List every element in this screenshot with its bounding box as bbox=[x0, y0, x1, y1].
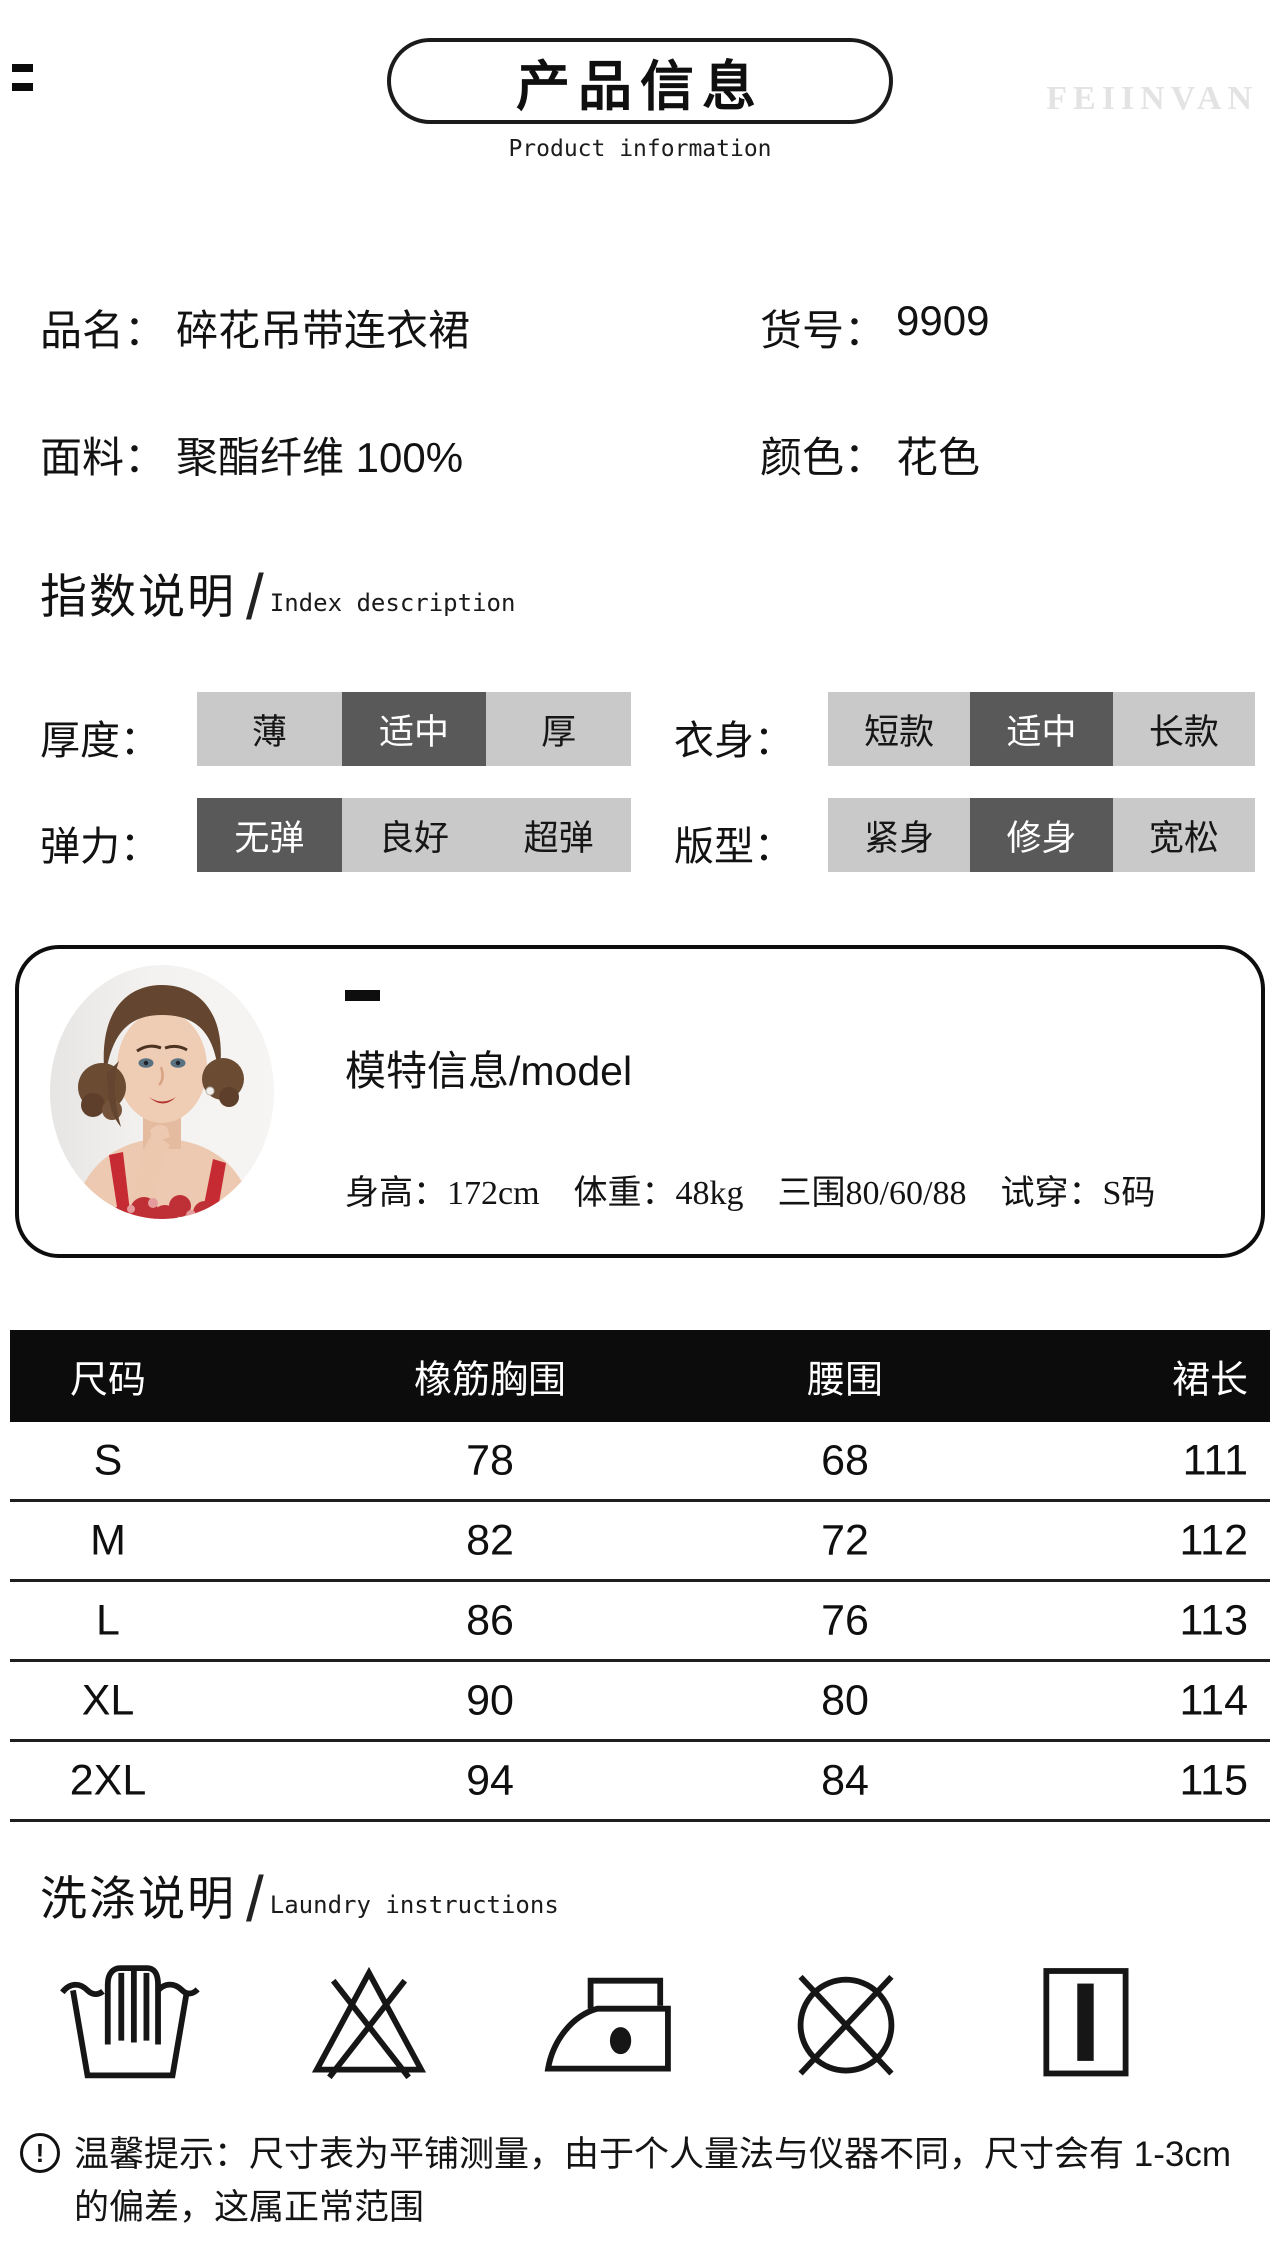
cell-size: M bbox=[90, 1516, 126, 1564]
menu-bar bbox=[12, 64, 33, 72]
index-label-fit: 版型： bbox=[674, 825, 794, 869]
laundry-icons bbox=[55, 1942, 1160, 2087]
section-title-index: 指数说明 / Index description bbox=[40, 561, 516, 633]
slash-divider: / bbox=[246, 1863, 264, 1935]
model-weight: 体重：48kg bbox=[573, 1175, 744, 1212]
field-value: 9909 bbox=[896, 297, 990, 344]
model-measurements: 三围80/60/88 bbox=[777, 1175, 967, 1212]
table-row: S 78 68 111 bbox=[10, 1422, 1270, 1502]
model-info-box: 模特信息/model 身高：172cm 体重：48kg 三围80/60/88 试… bbox=[15, 945, 1265, 1258]
size-note: ! 温馨提示：尺寸表为平铺测量，由于个人量法与仪器不同，尺寸会有 1-3cm 的… bbox=[20, 2128, 1265, 2234]
cell-waist: 72 bbox=[821, 1516, 869, 1564]
cell-waist: 68 bbox=[821, 1436, 869, 1484]
field-product-name: 品名： 碎花吊带连衣裙 bbox=[40, 297, 470, 358]
slash-divider: / bbox=[246, 561, 264, 633]
index-label-garment-length: 衣身： bbox=[674, 719, 794, 763]
index-option: 长款 bbox=[1112, 692, 1255, 766]
size-table: 尺码 橡筋胸围 腰围 裙长 S 78 68 111 M 82 72 112 L … bbox=[10, 1330, 1270, 1822]
field-value: 碎花吊带连衣裙 bbox=[176, 307, 471, 354]
brand-watermark: FEIINVAN bbox=[1046, 80, 1258, 117]
index-option: 厚 bbox=[486, 692, 632, 766]
model-photo bbox=[49, 965, 275, 1220]
size-table-header: 尺码 橡筋胸围 腰围 裙长 bbox=[10, 1330, 1270, 1422]
index-option: 短款 bbox=[828, 692, 971, 766]
dash-accent bbox=[345, 990, 380, 1001]
index-bar-garment-length: 短款 适中 长款 bbox=[828, 692, 1255, 766]
header-skirt-length: 裙长 bbox=[1171, 1359, 1248, 1402]
do-not-dry-clean-icon bbox=[771, 1942, 921, 2087]
index-bar-thickness: 薄 适中 厚 bbox=[197, 692, 632, 766]
cell-skirt-length: 113 bbox=[1179, 1596, 1248, 1644]
table-row: XL 90 80 114 bbox=[10, 1662, 1270, 1742]
index-option: 紧身 bbox=[828, 798, 971, 872]
field-value: 聚酯纤维 100% bbox=[176, 434, 464, 481]
field-label: 面料： bbox=[40, 434, 167, 481]
model-info-title: 模特信息/model bbox=[345, 1048, 633, 1094]
do-not-bleach-icon bbox=[294, 1942, 444, 2087]
menu-icon[interactable] bbox=[12, 64, 33, 102]
hand-wash-icon bbox=[55, 1942, 205, 2087]
model-height: 身高：172cm bbox=[345, 1175, 540, 1212]
index-option-selected: 修身 bbox=[970, 798, 1113, 872]
cell-bust: 82 bbox=[466, 1516, 514, 1564]
index-option: 宽松 bbox=[1112, 798, 1255, 872]
table-row: L 86 76 113 bbox=[10, 1582, 1270, 1662]
index-option-selected: 适中 bbox=[970, 692, 1113, 766]
page-title: 产品信息 bbox=[516, 56, 764, 117]
index-option-selected: 适中 bbox=[341, 692, 487, 766]
alert-icon: ! bbox=[20, 2133, 60, 2173]
index-option: 良好 bbox=[341, 798, 487, 872]
drip-dry-icon bbox=[1010, 1942, 1160, 2087]
cell-skirt-length: 115 bbox=[1179, 1756, 1248, 1804]
cell-size: XL bbox=[81, 1676, 135, 1724]
index-option: 超弹 bbox=[486, 798, 632, 872]
table-row: 2XL 94 84 115 bbox=[10, 1742, 1270, 1822]
cell-skirt-length: 114 bbox=[1179, 1676, 1248, 1724]
cell-size: 2XL bbox=[69, 1756, 147, 1804]
note-line: 的偏差，这属正常范围 bbox=[74, 2188, 425, 2227]
cell-bust: 78 bbox=[466, 1436, 514, 1484]
cell-bust: 86 bbox=[466, 1596, 514, 1644]
cell-waist: 76 bbox=[821, 1596, 869, 1644]
cell-size: L bbox=[96, 1596, 120, 1644]
page-title-pill: 产品信息 bbox=[387, 38, 893, 124]
model-try-on-size: 试穿：S码 bbox=[1000, 1175, 1156, 1212]
note-line: 温馨提示：尺寸表为平铺测量，由于个人量法与仪器不同，尺寸会有 1-3cm bbox=[74, 2135, 1231, 2174]
menu-bar bbox=[12, 83, 33, 91]
model-stats: 身高：172cm 体重：48kg 三围80/60/88 试穿：S码 bbox=[345, 1165, 1155, 1214]
field-label: 品名： bbox=[40, 307, 167, 354]
page-subtitle: Product information bbox=[508, 136, 772, 162]
index-label-elasticity: 弹力： bbox=[40, 825, 160, 869]
field-color: 颜色： 花色 bbox=[760, 424, 980, 485]
section-title-cjk: 指数说明 bbox=[40, 570, 236, 624]
section-title-cjk: 洗涤说明 bbox=[40, 1872, 236, 1926]
cell-waist: 80 bbox=[821, 1676, 869, 1724]
note-text: 温馨提示：尺寸表为平铺测量，由于个人量法与仪器不同，尺寸会有 1-3cm 的偏差… bbox=[74, 2128, 1231, 2234]
index-option: 薄 bbox=[197, 692, 342, 766]
cell-waist: 84 bbox=[821, 1756, 869, 1804]
header-size: 尺码 bbox=[69, 1359, 146, 1402]
index-bar-fit: 紧身 修身 宽松 bbox=[828, 798, 1255, 872]
section-title-en: Laundry instructions bbox=[269, 1891, 559, 1920]
cell-skirt-length: 111 bbox=[1182, 1436, 1248, 1484]
field-value: 花色 bbox=[896, 434, 981, 481]
cell-bust: 94 bbox=[466, 1756, 514, 1804]
field-label: 颜色： bbox=[760, 434, 887, 481]
field-label: 货号： bbox=[760, 307, 887, 354]
iron-one-dot-icon bbox=[533, 1942, 683, 2087]
index-bar-elasticity: 无弹 良好 超弹 bbox=[197, 798, 632, 872]
cell-size: S bbox=[93, 1436, 123, 1484]
section-title-laundry: 洗涤说明 / Laundry instructions bbox=[40, 1863, 559, 1935]
index-label-thickness: 厚度： bbox=[40, 719, 160, 763]
index-option-selected: 无弹 bbox=[197, 798, 342, 872]
header-bust: 橡筋胸围 bbox=[413, 1359, 566, 1402]
section-title-en: Index description bbox=[269, 589, 516, 618]
field-item-number: 货号： 9909 bbox=[760, 297, 989, 358]
field-fabric: 面料： 聚酯纤维 100% bbox=[40, 424, 463, 485]
cell-bust: 90 bbox=[466, 1676, 514, 1724]
cell-skirt-length: 112 bbox=[1179, 1516, 1248, 1564]
table-row: M 82 72 112 bbox=[10, 1502, 1270, 1582]
header-waist: 腰围 bbox=[806, 1359, 883, 1402]
